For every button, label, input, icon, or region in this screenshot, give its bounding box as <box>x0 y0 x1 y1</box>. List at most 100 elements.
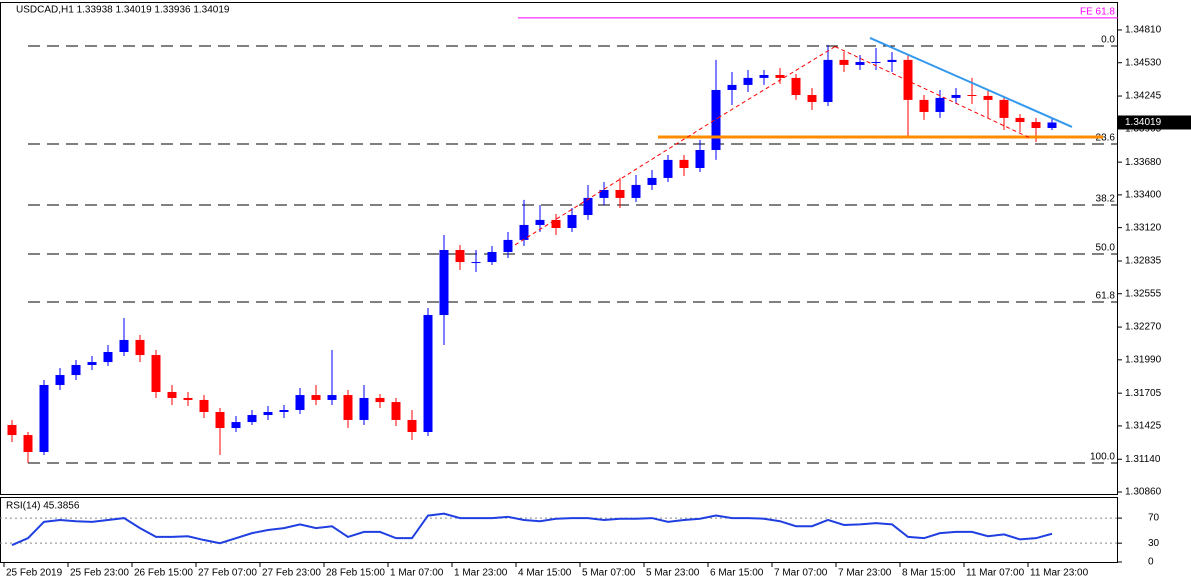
candle-body <box>727 84 737 90</box>
rsi-title: RSI(14) 45.3856 <box>6 501 80 512</box>
y-tick-label: 1.33680 <box>1125 157 1162 168</box>
y-tick-label: 1.33400 <box>1125 190 1162 201</box>
candle-body <box>167 391 177 398</box>
x-tick-label: 6 Mar 15:00 <box>710 568 764 579</box>
candle-body <box>471 262 481 264</box>
y-tick-label: 1.34530 <box>1125 57 1162 68</box>
candle-body <box>359 397 369 420</box>
x-tick-label: 25 Feb 2019 <box>6 568 63 579</box>
x-tick-label: 27 Feb 07:00 <box>198 568 257 579</box>
candle-body <box>247 415 257 423</box>
x-tick-label: 26 Feb 15:00 <box>134 568 193 579</box>
candle-body <box>87 362 97 365</box>
candle-body <box>311 395 321 400</box>
candle-body <box>887 59 897 63</box>
candle-body <box>199 399 209 412</box>
candle-body <box>183 397 193 400</box>
candle-body <box>407 419 417 433</box>
candle-body <box>535 219 545 225</box>
fib-label: 50.0 <box>1096 243 1116 254</box>
rsi-line <box>11 512 1053 546</box>
candle-body <box>103 351 113 363</box>
y-tick-label: 1.33120 <box>1125 222 1162 233</box>
y-tick-label: 1.32555 <box>1125 288 1162 299</box>
candle-body <box>951 94 961 98</box>
candle-body <box>647 177 657 185</box>
x-tick-label: 4 Mar 15:00 <box>518 568 572 579</box>
candle-body <box>631 184 641 198</box>
candle-body <box>871 62 881 64</box>
candle-body <box>983 95 993 100</box>
y-tick-label: 1.31425 <box>1125 421 1162 432</box>
candle-body <box>263 412 273 416</box>
x-tick-label: 25 Feb 23:00 <box>70 568 129 579</box>
candle-body <box>775 74 785 78</box>
candle-body <box>1047 122 1057 128</box>
y-tick-label: 1.32270 <box>1125 322 1162 333</box>
candle-body <box>439 249 449 316</box>
candle-body <box>551 219 561 228</box>
candle-body <box>503 239 513 252</box>
candle-body <box>743 77 753 85</box>
y-tick-label: 1.32835 <box>1125 256 1162 267</box>
candle-body <box>903 59 913 100</box>
y-tick-label: 1.31990 <box>1125 354 1162 365</box>
candle-body <box>455 249 465 263</box>
candle-body <box>999 99 1009 118</box>
x-tick-label: 7 Mar 07:00 <box>774 568 828 579</box>
x-tick-label: 11 Mar 23:00 <box>1030 568 1089 579</box>
fib-label: 23.6 <box>1096 133 1116 144</box>
x-tick-label: 7 Mar 23:00 <box>838 568 892 579</box>
candle-body <box>215 412 225 429</box>
candle-body <box>855 62 865 65</box>
candle-body <box>567 215 577 228</box>
y-tick-label: 1.31705 <box>1125 388 1162 399</box>
candle-body <box>759 74 769 78</box>
candle-body <box>791 77 801 95</box>
candle-body <box>599 189 609 198</box>
candle-body <box>23 435 33 453</box>
price-marker <box>1118 115 1191 130</box>
candle-body <box>807 94 817 103</box>
x-tick-label: 5 Mar 23:00 <box>646 568 700 579</box>
candle-body <box>711 89 721 150</box>
candle-body <box>967 94 977 96</box>
candle-body <box>375 397 385 403</box>
drawn-line <box>869 36 1073 128</box>
chart-title: USDCAD,H1 1.33938 1.34019 1.33936 1.3401… <box>16 5 230 16</box>
drawn-line <box>717 46 836 119</box>
x-tick-label: 27 Feb 23:00 <box>262 568 321 579</box>
candle-body <box>391 402 401 420</box>
candle-body <box>663 159 673 178</box>
candle-body <box>423 315 433 433</box>
y-tick-label: 30 <box>1148 538 1160 549</box>
candle-body <box>935 97 945 112</box>
x-tick-label: 11 Mar 07:00 <box>966 568 1025 579</box>
candle-body <box>39 384 49 453</box>
candle-body <box>823 59 833 103</box>
y-tick-label: 0 <box>1148 557 1154 568</box>
candle-body <box>519 224 529 240</box>
fib-label: 100.0 <box>1090 452 1115 463</box>
drawn-line <box>834 46 1031 139</box>
candle-body <box>71 364 81 376</box>
candle-body <box>7 424 17 436</box>
x-tick-label: 8 Mar 15:00 <box>902 568 956 579</box>
candle-body <box>151 355 161 392</box>
price-marker-label: 1.34019 <box>1125 117 1162 128</box>
candle-body <box>55 375 65 385</box>
rsi-panel <box>0 497 1118 563</box>
y-tick-label: 1.31140 <box>1125 454 1161 465</box>
price-panel <box>0 2 1118 495</box>
fib-label: 61.8 <box>1096 291 1116 302</box>
candle-body <box>839 59 849 65</box>
candle-body <box>583 197 593 216</box>
candle-body <box>119 339 129 352</box>
y-tick-label: 1.34245 <box>1125 91 1162 102</box>
fe-label: FE 61.8 <box>1080 7 1115 18</box>
drawn-line <box>514 117 719 246</box>
fib-label: 0.0 <box>1101 35 1115 46</box>
candle-body <box>487 251 497 263</box>
